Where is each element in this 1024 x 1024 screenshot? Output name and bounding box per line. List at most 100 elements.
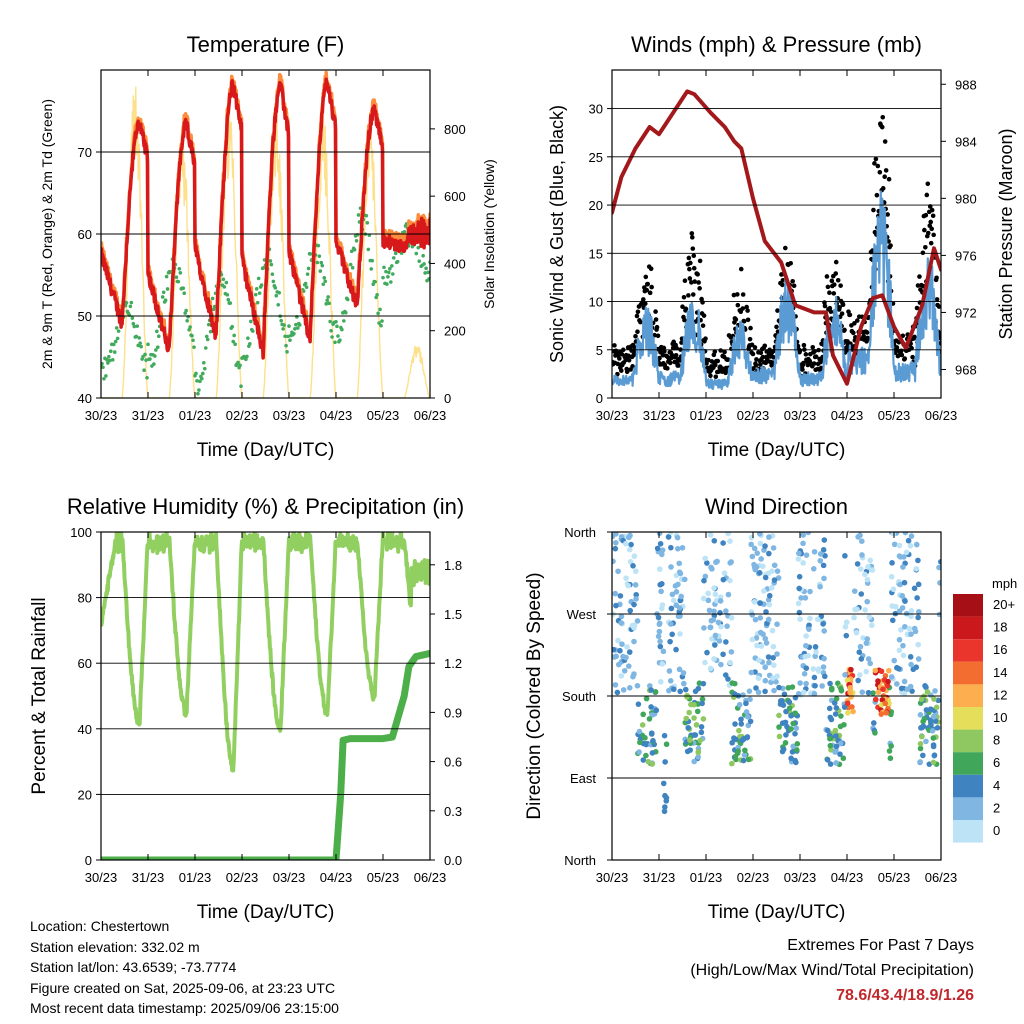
direction-point (747, 718, 754, 725)
direction-point (657, 643, 664, 650)
direction-point (711, 656, 717, 662)
direction-point (657, 679, 664, 685)
gust-point (923, 212, 929, 218)
direction-xtick-label: 02/23 (737, 870, 770, 885)
ytick-label: 50 (78, 309, 92, 324)
direction-point (766, 601, 773, 608)
dewpoint-point (232, 333, 236, 338)
direction-legend-swatch (953, 797, 983, 820)
dewpoint-point (329, 328, 333, 333)
dewpoint-point (393, 251, 398, 256)
total-rainfall-line (101, 649, 430, 860)
direction-point (827, 761, 834, 767)
dewpoint-point (195, 379, 199, 383)
dewpoint-point (222, 285, 227, 289)
gust-point (791, 283, 797, 289)
direction-point (779, 720, 786, 727)
gust-point (861, 333, 866, 339)
direction-point (700, 680, 707, 687)
direction-point (890, 532, 896, 537)
direction-point (902, 532, 909, 536)
direction-point (852, 606, 858, 613)
ytick-label: 0 (85, 853, 92, 868)
direction-point (913, 566, 920, 572)
winds-xtick-label: 02/23 (737, 408, 770, 423)
direction-point (916, 609, 922, 615)
direction-point (631, 553, 638, 560)
direction-point (765, 654, 772, 660)
direction-plot-area (612, 532, 941, 815)
direction-point (773, 679, 779, 685)
direction-point (765, 616, 772, 623)
direction-point (674, 534, 681, 541)
direction-point (800, 540, 806, 547)
direction-point (930, 743, 937, 750)
direction-point (721, 570, 728, 577)
dewpoint-point (348, 262, 353, 267)
gust-point (915, 283, 921, 288)
direction-point (766, 592, 773, 599)
direction-point (832, 727, 839, 734)
direction-point (627, 685, 633, 691)
direction-point (612, 646, 617, 653)
dewpoint-point (236, 360, 240, 365)
dewpoint-point (426, 270, 430, 275)
dewpoint-point (231, 339, 235, 344)
direction-xtick-label: 03/23 (784, 870, 817, 885)
gust-point (682, 317, 687, 323)
gust-point (934, 275, 939, 281)
ytick-label: East (570, 771, 596, 786)
direction-point (677, 688, 683, 695)
direction-point (842, 672, 848, 678)
gust-point (780, 278, 786, 283)
direction-point (733, 756, 739, 763)
dewpoint-point (334, 319, 338, 324)
gust-point (797, 348, 803, 353)
direction-point (612, 533, 616, 540)
y2tick-label: 0.6 (444, 755, 462, 770)
dewpoint-point (271, 279, 276, 284)
relative-humidity-line (101, 532, 430, 773)
direction-point (813, 649, 819, 655)
dewpoint-point (349, 249, 354, 254)
direction-point (770, 545, 777, 551)
gust-point (828, 309, 834, 314)
direction-xtick-label: 04/23 (831, 870, 864, 885)
dewpoint-point (322, 276, 327, 280)
dewpoint-point (296, 326, 300, 330)
dewpoint-point (139, 344, 143, 349)
direction-point (932, 718, 939, 724)
gust-point (847, 312, 853, 318)
direction-point (735, 748, 742, 754)
direction-point (805, 532, 812, 536)
direction-ylabel: Direction (Colored By Speed) (524, 572, 545, 819)
direction-point (643, 752, 649, 759)
direction-point (639, 722, 646, 728)
direction-point (800, 560, 806, 566)
gust-point (885, 212, 890, 217)
dewpoint-point (277, 290, 282, 295)
direction-point (896, 542, 903, 549)
dewpoint-point (197, 388, 201, 392)
gust-point (619, 368, 624, 373)
direction-point (788, 712, 794, 719)
winds-xtick-label: 31/23 (643, 408, 676, 423)
direction-point (793, 725, 800, 732)
direction-point (812, 653, 818, 660)
direction-point (626, 649, 633, 655)
direction-point (891, 657, 898, 664)
ytick-label: 0 (596, 391, 603, 406)
direction-point (774, 621, 780, 628)
direction-point (864, 598, 871, 605)
y2tick-label: 800 (444, 122, 466, 137)
direction-point (613, 602, 619, 609)
humidity-plot-area (101, 532, 430, 860)
direction-point (666, 687, 672, 694)
direction-point (863, 640, 870, 646)
direction-point (771, 562, 778, 569)
gust-point (824, 274, 830, 279)
dewpoint-point (399, 251, 404, 256)
gust-point (750, 351, 756, 357)
dewpoint-point (268, 259, 273, 263)
direction-point (701, 625, 707, 631)
